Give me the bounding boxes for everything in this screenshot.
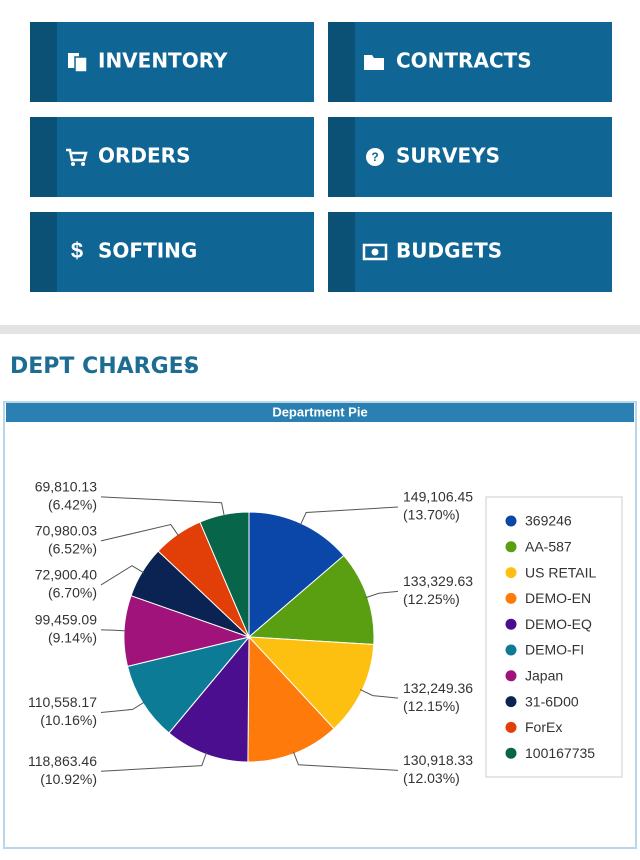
percent-label: (6.52%) xyxy=(48,541,97,557)
percent-label: (6.42%) xyxy=(48,497,97,513)
legend-label: US RETAIL xyxy=(525,564,597,580)
chart-title: Department Pie xyxy=(272,404,367,419)
tile[interactable]: CONTRACTS xyxy=(328,22,612,102)
section-header[interactable]: DEPT CHARGES xyxy=(10,354,200,379)
value-label: 99,459.09 xyxy=(35,612,97,628)
legend-label: ForEx xyxy=(525,719,562,735)
section-title: DEPT CHARGES xyxy=(10,354,200,379)
legend-swatch xyxy=(505,644,517,656)
legend-swatch xyxy=(505,618,517,630)
separator xyxy=(0,325,640,334)
legend-swatch xyxy=(505,747,517,759)
legend-swatch xyxy=(505,721,517,733)
svg-text:?: ? xyxy=(371,150,378,164)
tiles: INVENTORY CONTRACTS ORDERS ? SURVEYS $ S… xyxy=(30,22,612,292)
tile[interactable]: ORDERS xyxy=(30,117,314,197)
value-label: 110,558.17 xyxy=(28,694,97,710)
legend-label: DEMO-EQ xyxy=(525,616,592,632)
value-label: 149,106.45 xyxy=(403,489,473,505)
leader-line xyxy=(100,629,127,632)
tile-label: CONTRACTS xyxy=(396,49,532,73)
value-label: 118,863.46 xyxy=(28,753,97,769)
legend-label: 369246 xyxy=(525,513,572,529)
percent-label: (12.25%) xyxy=(403,591,460,607)
percent-label: (12.03%) xyxy=(403,770,460,786)
tile-label: INVENTORY xyxy=(98,49,228,73)
leader-line xyxy=(100,496,225,517)
leader-line xyxy=(359,689,399,699)
chart-header xyxy=(6,403,634,422)
leader-line xyxy=(100,565,145,586)
legend-swatch xyxy=(505,567,517,579)
legend-label: DEMO-FI xyxy=(525,642,584,658)
legend-label: Japan xyxy=(525,668,563,684)
percent-label: (10.92%) xyxy=(40,771,97,787)
legend-swatch xyxy=(505,592,517,604)
pie: 149,106.45 (13.70%) 133,329.63 (12.25%) 132,… xyxy=(28,479,597,787)
leader-line xyxy=(292,751,399,771)
tile[interactable]: BUDGETS xyxy=(328,212,612,292)
legend-swatch xyxy=(505,670,517,682)
percent-label: (9.14%) xyxy=(48,630,97,646)
value-label: 133,329.63 xyxy=(403,573,473,589)
leader-line xyxy=(100,701,145,714)
percent-label: (10.16%) xyxy=(40,712,97,728)
legend-label: AA-587 xyxy=(525,539,572,555)
value-label: 69,810.13 xyxy=(35,479,97,495)
leader-line xyxy=(365,590,399,599)
percent-label: (12.15%) xyxy=(403,698,460,714)
value-label: 132,249.36 xyxy=(403,680,473,696)
leader-line xyxy=(100,752,208,772)
leader-line xyxy=(299,506,399,526)
legend-label: DEMO-EN xyxy=(525,590,591,606)
legend-swatch xyxy=(505,515,517,527)
legend-swatch xyxy=(505,541,517,553)
tile-label: SOFTING xyxy=(98,239,197,263)
value-label: 130,918.33 xyxy=(403,752,473,768)
tile[interactable]: $ SOFTING xyxy=(30,212,314,292)
value-label: 72,900.40 xyxy=(35,567,97,583)
tile-label: BUDGETS xyxy=(396,239,502,263)
svg-text:$: $ xyxy=(71,238,83,263)
percent-label: (6.70%) xyxy=(48,585,97,601)
tile[interactable]: ? SURVEYS xyxy=(328,117,612,197)
leader-line xyxy=(100,523,180,542)
tile-label: SURVEYS xyxy=(396,144,500,168)
value-label: 70,980.03 xyxy=(35,523,97,539)
legend-label: 100167735 xyxy=(525,745,595,761)
percent-label: (13.70%) xyxy=(403,507,460,523)
tile[interactable]: INVENTORY xyxy=(30,22,314,102)
legend-label: 31-6D00 xyxy=(525,693,579,709)
tile-label: ORDERS xyxy=(98,144,190,168)
legend-swatch xyxy=(505,696,517,708)
